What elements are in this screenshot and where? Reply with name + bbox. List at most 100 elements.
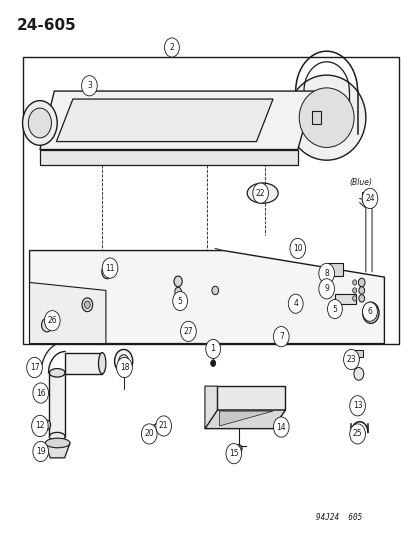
Polygon shape — [204, 386, 217, 429]
Text: 5: 5 — [332, 304, 337, 313]
Bar — [49, 373, 65, 437]
Polygon shape — [204, 410, 285, 429]
Circle shape — [205, 340, 220, 359]
Circle shape — [141, 424, 157, 444]
Circle shape — [116, 358, 132, 377]
Ellipse shape — [49, 432, 65, 441]
Circle shape — [210, 360, 215, 367]
Ellipse shape — [49, 368, 65, 377]
Circle shape — [287, 294, 302, 313]
Circle shape — [82, 298, 93, 312]
Ellipse shape — [45, 438, 70, 448]
Bar — [326, 263, 342, 276]
Circle shape — [343, 350, 358, 369]
Circle shape — [289, 238, 305, 259]
Bar — [161, 421, 169, 427]
Circle shape — [352, 296, 356, 301]
Circle shape — [172, 292, 187, 311]
Text: 13: 13 — [352, 401, 361, 410]
Text: 19: 19 — [36, 447, 45, 456]
Circle shape — [318, 279, 334, 299]
Circle shape — [84, 301, 90, 309]
Circle shape — [349, 424, 365, 444]
Circle shape — [365, 306, 375, 319]
Text: (Blue): (Blue) — [349, 178, 371, 187]
Text: 23: 23 — [346, 355, 355, 364]
Circle shape — [358, 278, 364, 287]
Text: 15: 15 — [228, 449, 238, 458]
Bar — [361, 192, 371, 201]
Circle shape — [353, 356, 358, 364]
Text: 7: 7 — [278, 332, 283, 341]
Text: 11: 11 — [105, 264, 114, 272]
Circle shape — [164, 38, 179, 57]
Circle shape — [28, 108, 51, 138]
Text: 24: 24 — [364, 194, 374, 203]
Circle shape — [174, 287, 181, 296]
Circle shape — [102, 258, 118, 278]
Circle shape — [273, 417, 288, 437]
Text: 12: 12 — [35, 422, 45, 431]
Circle shape — [159, 421, 164, 427]
Text: ő: ő — [356, 372, 360, 376]
Ellipse shape — [247, 183, 278, 203]
Ellipse shape — [287, 75, 365, 160]
Circle shape — [352, 280, 356, 285]
Circle shape — [252, 183, 268, 203]
Text: 25: 25 — [352, 430, 361, 439]
Circle shape — [273, 327, 288, 347]
Polygon shape — [45, 443, 70, 458]
Polygon shape — [29, 282, 106, 344]
Circle shape — [33, 441, 48, 462]
Text: 6: 6 — [367, 307, 372, 316]
Text: (White): (White) — [117, 257, 146, 265]
Circle shape — [353, 368, 363, 380]
Bar — [334, 294, 355, 304]
Bar — [354, 351, 362, 357]
Circle shape — [44, 311, 60, 331]
Ellipse shape — [299, 88, 353, 148]
Text: 18: 18 — [119, 363, 129, 372]
Text: 20: 20 — [144, 430, 154, 439]
Circle shape — [102, 265, 112, 279]
Circle shape — [349, 395, 365, 416]
Circle shape — [356, 400, 361, 407]
Polygon shape — [40, 91, 313, 150]
Circle shape — [362, 302, 377, 321]
Circle shape — [119, 355, 128, 368]
Polygon shape — [219, 411, 272, 426]
Text: 94J24  605: 94J24 605 — [315, 513, 361, 522]
Circle shape — [33, 383, 48, 403]
Circle shape — [180, 321, 196, 342]
Polygon shape — [29, 251, 384, 344]
Circle shape — [361, 188, 377, 208]
Circle shape — [358, 287, 364, 294]
Text: 21: 21 — [159, 422, 168, 431]
Text: 9: 9 — [323, 284, 328, 293]
Circle shape — [31, 415, 48, 437]
Circle shape — [225, 443, 241, 464]
Text: 24-605: 24-605 — [17, 18, 77, 33]
Text: 22: 22 — [255, 189, 265, 198]
Circle shape — [114, 350, 133, 373]
Circle shape — [41, 318, 52, 332]
Text: 27: 27 — [183, 327, 193, 336]
Circle shape — [327, 300, 342, 319]
Text: 2: 2 — [169, 43, 174, 52]
Text: 3: 3 — [87, 81, 92, 90]
Bar — [311, 111, 320, 124]
Polygon shape — [217, 386, 285, 410]
Text: 1: 1 — [210, 344, 215, 353]
Circle shape — [26, 358, 42, 377]
Circle shape — [152, 424, 158, 432]
Text: 4: 4 — [292, 299, 297, 308]
Circle shape — [22, 101, 57, 146]
Bar — [23, 56, 398, 344]
Circle shape — [362, 302, 378, 324]
Text: 10: 10 — [292, 244, 302, 253]
Text: 16: 16 — [36, 389, 45, 398]
Circle shape — [43, 420, 50, 430]
Circle shape — [155, 416, 171, 436]
Text: 5: 5 — [177, 296, 182, 305]
Circle shape — [318, 263, 334, 284]
